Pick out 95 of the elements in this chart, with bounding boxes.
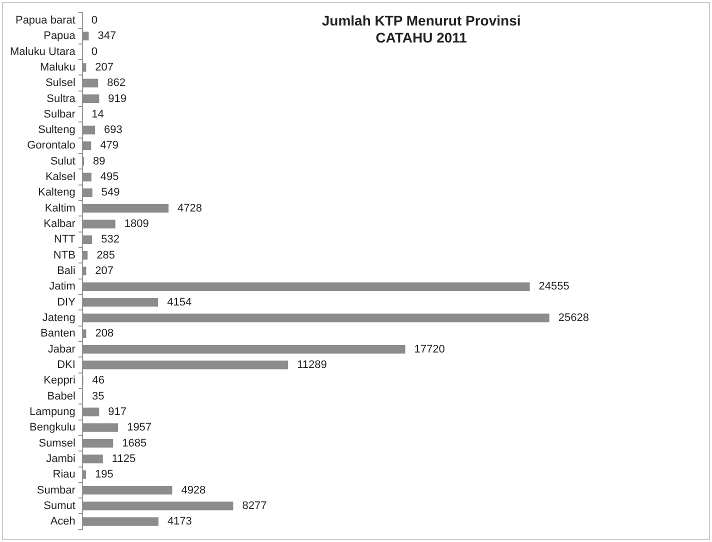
y-tick-label: Jambi (46, 452, 76, 465)
y-tick-label: Aceh (50, 516, 76, 528)
data-label: 1125 (112, 452, 136, 465)
bar (82, 486, 172, 495)
y-tick-label: Maluku (40, 61, 76, 74)
y-tick-label: Bengkulu (30, 422, 76, 434)
y-tick-label: Jateng (42, 312, 76, 324)
y-tick-label: Babel (47, 390, 76, 402)
y-tick-label: Banten (40, 328, 76, 340)
y-tick-label: Kaltim (44, 202, 76, 214)
data-label: 11289 (297, 358, 327, 371)
y-tick-label: Kalsel (45, 171, 76, 184)
data-label: 0 (91, 14, 98, 26)
y-tick-label: Sultra (46, 92, 76, 105)
data-label: 25628 (558, 312, 589, 324)
data-label: 207 (95, 61, 114, 74)
data-label: 207 (95, 265, 114, 278)
y-tick-label: NTT (54, 234, 76, 246)
bar (82, 438, 114, 448)
data-label: 1685 (122, 437, 147, 450)
bar (82, 204, 169, 213)
y-tick-label: Sulsel (45, 77, 76, 90)
y-tick-label: Riau (52, 468, 76, 481)
data-label: 285 (96, 249, 115, 262)
bar (82, 454, 103, 464)
bar (82, 188, 92, 198)
y-tick-label: Jatim (49, 280, 76, 293)
data-label: 917 (108, 406, 126, 418)
y-tick-label: Sulteng (38, 124, 76, 136)
y-tick-label: Jabar (48, 343, 76, 356)
bar (82, 502, 234, 510)
bar (82, 172, 92, 182)
y-tick-label: Gorontalo (27, 140, 76, 152)
data-label: 479 (100, 140, 118, 152)
data-label: 14 (92, 108, 104, 120)
y-tick-label: Sumut (44, 500, 76, 512)
data-label: 35 (92, 390, 104, 402)
bar (82, 220, 116, 228)
y-tick-label: Sumsel (38, 437, 76, 450)
bar (82, 141, 92, 150)
bar (82, 78, 98, 88)
bar (82, 344, 406, 354)
y-tick-label: DKI (57, 358, 76, 371)
bar (82, 423, 118, 432)
y-tick-label: Papua (44, 30, 76, 42)
data-label: 693 (104, 124, 122, 136)
data-label: 495 (100, 171, 119, 184)
y-tick-label: Kalteng (38, 186, 76, 199)
bar (82, 63, 86, 72)
data-label: 4154 (167, 296, 192, 308)
bar (82, 251, 88, 260)
bar (82, 329, 86, 338)
data-label: 4173 (167, 516, 192, 528)
data-label: 1809 (124, 218, 149, 230)
y-tick-label: DIY (57, 296, 76, 308)
y-tick-label: Lampung (30, 406, 76, 418)
bar (82, 470, 86, 479)
y-tick-label: Bali (57, 265, 76, 278)
data-label: 4928 (181, 484, 206, 496)
data-label: 24555 (538, 280, 570, 293)
y-tick-label: Keppri (44, 374, 76, 387)
y-tick-label: Maluku Utara (10, 46, 76, 58)
bar (82, 298, 158, 307)
y-tick-label: Sulut (50, 155, 76, 168)
y-tick-label: Kalbar (44, 218, 76, 230)
bar (82, 517, 158, 526)
bar (82, 235, 92, 244)
bar (82, 266, 86, 276)
y-tick-label: Papua barat (15, 14, 76, 26)
bar (82, 282, 530, 291)
data-label: 0 (91, 46, 98, 58)
y-tick-label: NTB (53, 249, 76, 262)
text: CATAHU 2011 (376, 29, 467, 46)
bar (82, 360, 288, 370)
data-label: 8277 (242, 500, 267, 512)
data-label: 195 (94, 468, 114, 481)
bar (82, 32, 89, 40)
y-tick-label: Sumbar (36, 484, 76, 496)
data-label: 4728 (178, 202, 202, 214)
bar (82, 94, 100, 104)
data-label: 1957 (127, 422, 152, 434)
bar (82, 314, 550, 322)
bar (82, 126, 96, 134)
data-label: 17720 (414, 343, 445, 356)
text: Jumlah KTP Menurut Provinsi (322, 12, 521, 28)
data-label: 208 (95, 328, 114, 340)
data-label: 89 (93, 155, 106, 168)
data-label: 549 (101, 186, 120, 199)
data-label: 532 (101, 234, 120, 246)
data-label: 347 (98, 30, 116, 42)
data-label: 862 (107, 77, 126, 90)
data-label: 919 (108, 92, 127, 105)
bar (82, 408, 100, 416)
y-tick-label: Sulbar (44, 108, 76, 120)
data-label: 46 (92, 374, 105, 387)
